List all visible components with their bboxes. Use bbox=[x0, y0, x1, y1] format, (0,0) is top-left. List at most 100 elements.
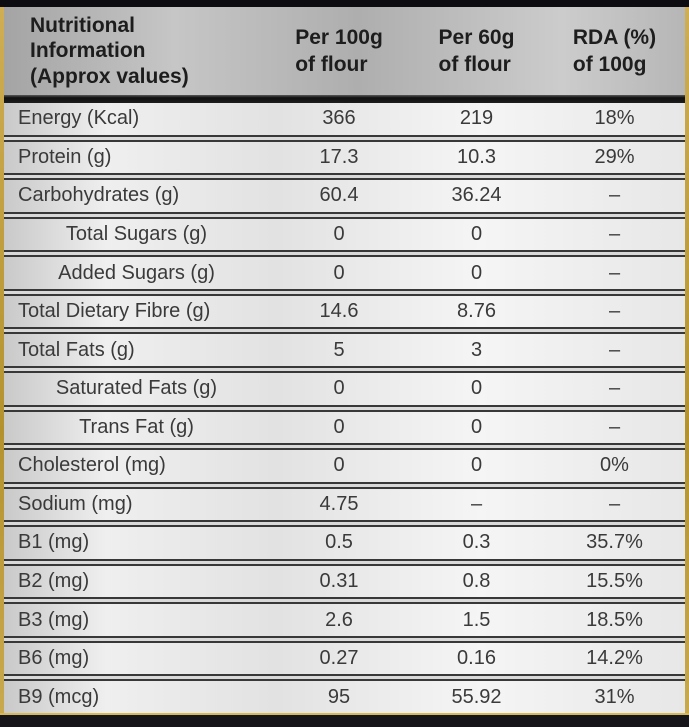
row-label: Carbohydrates (g) bbox=[18, 184, 180, 207]
bottom-gold-line bbox=[0, 713, 689, 715]
per-60g-value: 0.3 bbox=[462, 531, 491, 554]
table-row: Energy (Kcal) 366 219 18% bbox=[4, 103, 685, 135]
per-100g-value: 17.3 bbox=[319, 145, 359, 168]
left-gold-border bbox=[0, 7, 4, 713]
per-100g-value: 0 bbox=[333, 261, 345, 284]
rda-value: 18.5% bbox=[586, 608, 643, 631]
rda-value: 0% bbox=[600, 454, 629, 477]
top-border-band bbox=[0, 0, 689, 7]
table-row: Carbohydrates (g) 60.4 36.24 – bbox=[4, 180, 685, 212]
row-label: Protein (g) bbox=[18, 145, 112, 168]
per-100g-value: 0.27 bbox=[319, 647, 359, 670]
row-divider bbox=[4, 173, 685, 181]
per-100g-value: 0 bbox=[333, 415, 345, 438]
rda-value: 15.5% bbox=[586, 570, 643, 593]
row-divider bbox=[4, 250, 685, 258]
rda-value: – bbox=[608, 492, 621, 515]
rda-value: – bbox=[608, 261, 621, 284]
per-60g-value: 0 bbox=[470, 415, 483, 438]
table-row: Total Dietary Fibre (g) 14.6 8.76 – bbox=[4, 295, 685, 328]
label-body-wrap: Nutritional Information (Approx values) … bbox=[0, 7, 689, 713]
per-60g-value: 36.24 bbox=[451, 184, 502, 207]
per-100g-value: 0 bbox=[333, 377, 345, 400]
row-divider bbox=[4, 404, 685, 412]
per-60g-value: – bbox=[470, 492, 483, 515]
row-divider bbox=[4, 597, 685, 605]
table-row: Cholesterol (mg) 0 0 0% bbox=[4, 450, 685, 482]
table-body: Energy (Kcal) 366 219 18% Protein (g) 17… bbox=[4, 103, 685, 713]
per-100g-value: 5 bbox=[333, 338, 345, 361]
table: Nutritional Information (Approx values) … bbox=[4, 7, 685, 713]
table-row: B3 (mg) 2.6 1.5 18.5% bbox=[4, 604, 685, 636]
table-row: Trans Fat (g) 0 0 – bbox=[4, 411, 685, 444]
row-divider bbox=[4, 327, 685, 335]
per-60g-value: 0.16 bbox=[457, 647, 496, 670]
per-60g-value: 8.76 bbox=[457, 300, 496, 323]
row-label: Total Fats (g) bbox=[18, 338, 135, 361]
table-row: B2 (mg) 0.31 0.8 15.5% bbox=[4, 565, 685, 598]
table-row: Protein (g) 17.3 10.3 29% bbox=[4, 141, 685, 174]
per-60g-value: 0 bbox=[470, 261, 483, 284]
per-100g-value: 60.4 bbox=[319, 184, 359, 207]
rda-value: – bbox=[608, 415, 621, 438]
rda-value: – bbox=[608, 222, 621, 245]
header-per-100g-label: Per 100g of flour bbox=[295, 25, 383, 76]
header-info: Nutritional Information (Approx values) bbox=[30, 13, 189, 88]
per-100g-value: 4.75 bbox=[319, 492, 359, 515]
right-gold-border bbox=[685, 7, 689, 713]
row-divider bbox=[4, 211, 685, 219]
row-label: Sodium (mg) bbox=[18, 492, 133, 515]
table-row: Total Sugars (g) 0 0 – bbox=[4, 218, 685, 251]
header-rda: RDA (%) of 100g bbox=[544, 7, 685, 95]
rda-value: 18% bbox=[594, 107, 635, 130]
row-label: Trans Fat (g) bbox=[79, 415, 194, 438]
row-label: B3 (mg) bbox=[18, 608, 90, 631]
row-label: B6 (mg) bbox=[18, 647, 90, 670]
rda-value: – bbox=[608, 377, 621, 400]
rda-value: – bbox=[608, 300, 621, 323]
row-label: Energy (Kcal) bbox=[18, 107, 140, 130]
table-row: Added Sugars (g) 0 0 – bbox=[4, 257, 685, 289]
per-60g-value: 0 bbox=[470, 222, 483, 245]
bottom-border-band bbox=[0, 715, 689, 727]
header-rda-label: RDA (%) of 100g bbox=[572, 25, 657, 76]
row-divider bbox=[4, 443, 685, 451]
table-row: B6 (mg) 0.27 0.16 14.2% bbox=[4, 642, 685, 675]
row-label: Total Dietary Fibre (g) bbox=[18, 300, 211, 323]
row-label: Added Sugars (g) bbox=[58, 261, 215, 284]
per-60g-value: 55.92 bbox=[451, 685, 502, 708]
per-60g-value: 10.3 bbox=[457, 145, 496, 168]
rda-value: 35.7% bbox=[586, 531, 643, 554]
table-row: Saturated Fats (g) 0 0 – bbox=[4, 372, 685, 405]
rda-value: 31% bbox=[594, 685, 635, 708]
table-row: Total Fats (g) 5 3 – bbox=[4, 334, 685, 366]
row-label: B9 (mcg) bbox=[18, 685, 100, 708]
per-100g-value: 366 bbox=[322, 107, 356, 130]
rda-value: – bbox=[608, 184, 621, 207]
per-60g-value: 219 bbox=[459, 107, 494, 130]
per-100g-value: 0 bbox=[333, 454, 345, 477]
per-100g-value: 0.31 bbox=[319, 570, 359, 593]
per-60g-value: 3 bbox=[470, 338, 483, 361]
per-100g-value: 95 bbox=[327, 685, 351, 708]
header-divider bbox=[4, 95, 685, 103]
row-divider bbox=[4, 674, 685, 682]
table-row: Sodium (mg) 4.75 – – bbox=[4, 488, 685, 521]
row-divider bbox=[4, 481, 685, 489]
row-divider bbox=[4, 635, 685, 643]
table-row: B1 (mg) 0.5 0.3 35.7% bbox=[4, 527, 685, 559]
row-label: Saturated Fats (g) bbox=[55, 377, 218, 400]
row-label: B1 (mg) bbox=[18, 531, 90, 554]
per-100g-value: 2.6 bbox=[325, 608, 353, 631]
header-per-60g-label: Per 60g of flour bbox=[438, 25, 515, 76]
per-60g-value: 1.5 bbox=[462, 608, 491, 631]
header-per-100g: Per 100g of flour bbox=[269, 7, 409, 95]
per-100g-value: 14.6 bbox=[319, 300, 359, 323]
row-divider bbox=[4, 134, 685, 142]
per-60g-value: 0 bbox=[470, 377, 483, 400]
per-100g-value: 0 bbox=[333, 222, 345, 245]
table-header: Nutritional Information (Approx values) … bbox=[4, 7, 685, 95]
table-row: B9 (mcg) 95 55.92 31% bbox=[4, 681, 685, 713]
header-per-60g: Per 60g of flour bbox=[409, 7, 544, 95]
